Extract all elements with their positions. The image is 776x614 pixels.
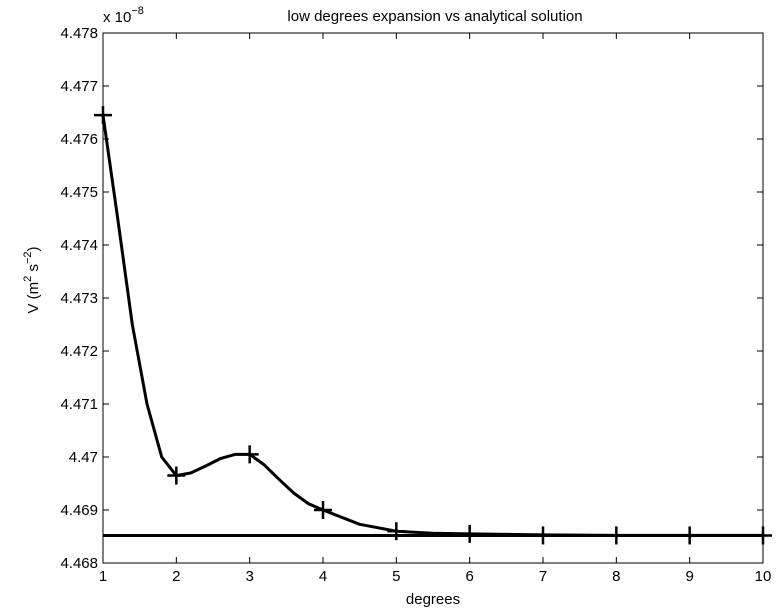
x-tick-label: 8 (612, 568, 620, 585)
y-tick-label: 4.471 (60, 396, 98, 413)
y-tick-label: 4.474 (60, 237, 98, 254)
plot-area (103, 33, 763, 563)
plus-marker (607, 526, 626, 545)
x-tick-label: 10 (755, 568, 772, 585)
x-tick-label: 4 (319, 568, 327, 585)
plus-marker (167, 466, 186, 485)
plus-marker (387, 522, 406, 541)
plus-marker (314, 501, 332, 519)
x-tick-label: 6 (465, 568, 473, 585)
y-scale-exponent-label: x 10−8 (103, 5, 144, 26)
y-tick-label: 4.473 (60, 290, 98, 307)
x-tick-label: 1 (99, 568, 107, 585)
y-tick-label: 4.478 (60, 25, 98, 42)
y-label-mid: s (25, 264, 42, 276)
y-tick-label: 4.476 (60, 131, 98, 148)
y-axis-label: V (m2 s−2) (22, 246, 42, 313)
y-tick-label: 4.475 (60, 184, 98, 201)
plus-marker (240, 445, 259, 464)
x-tick-label: 2 (172, 568, 180, 585)
y-label-end: ) (25, 246, 42, 251)
y-label-sup1: 2 (22, 276, 34, 282)
plus-marker (534, 526, 552, 545)
y-tick-label: 4.469 (60, 502, 98, 519)
x-tick-label: 9 (685, 568, 693, 585)
plot-frame (102, 32, 764, 564)
y-scale-exponent: −8 (131, 5, 144, 17)
y-label-base: V (m (25, 282, 42, 314)
y-tick-label: 4.472 (60, 343, 98, 360)
plus-marker (460, 524, 479, 543)
y-label-sup2: −2 (22, 251, 34, 264)
x-tick-label: 7 (539, 568, 547, 585)
data-lines (101, 114, 763, 537)
y-tick-label: 4.468 (60, 555, 98, 572)
y-tick-label: 4.47 (69, 449, 98, 466)
svg-text:x 10−8: x 10−8 (103, 5, 144, 26)
plus-marker (680, 526, 699, 545)
x-tick-label: 3 (245, 568, 253, 585)
y-tick-label: 4.477 (60, 78, 98, 95)
x-axis-label: degrees (406, 591, 460, 608)
chart-title: low degrees expansion vs analytical solu… (287, 8, 582, 25)
axis-tick-labels: 1 2 3 4 5 6 7 8 9 10 4.468 4.469 4.47 4.471 4.472 4.473… (60, 25, 771, 585)
y-scale-base: x 10 (103, 9, 131, 26)
x-tick-label: 5 (392, 568, 400, 585)
